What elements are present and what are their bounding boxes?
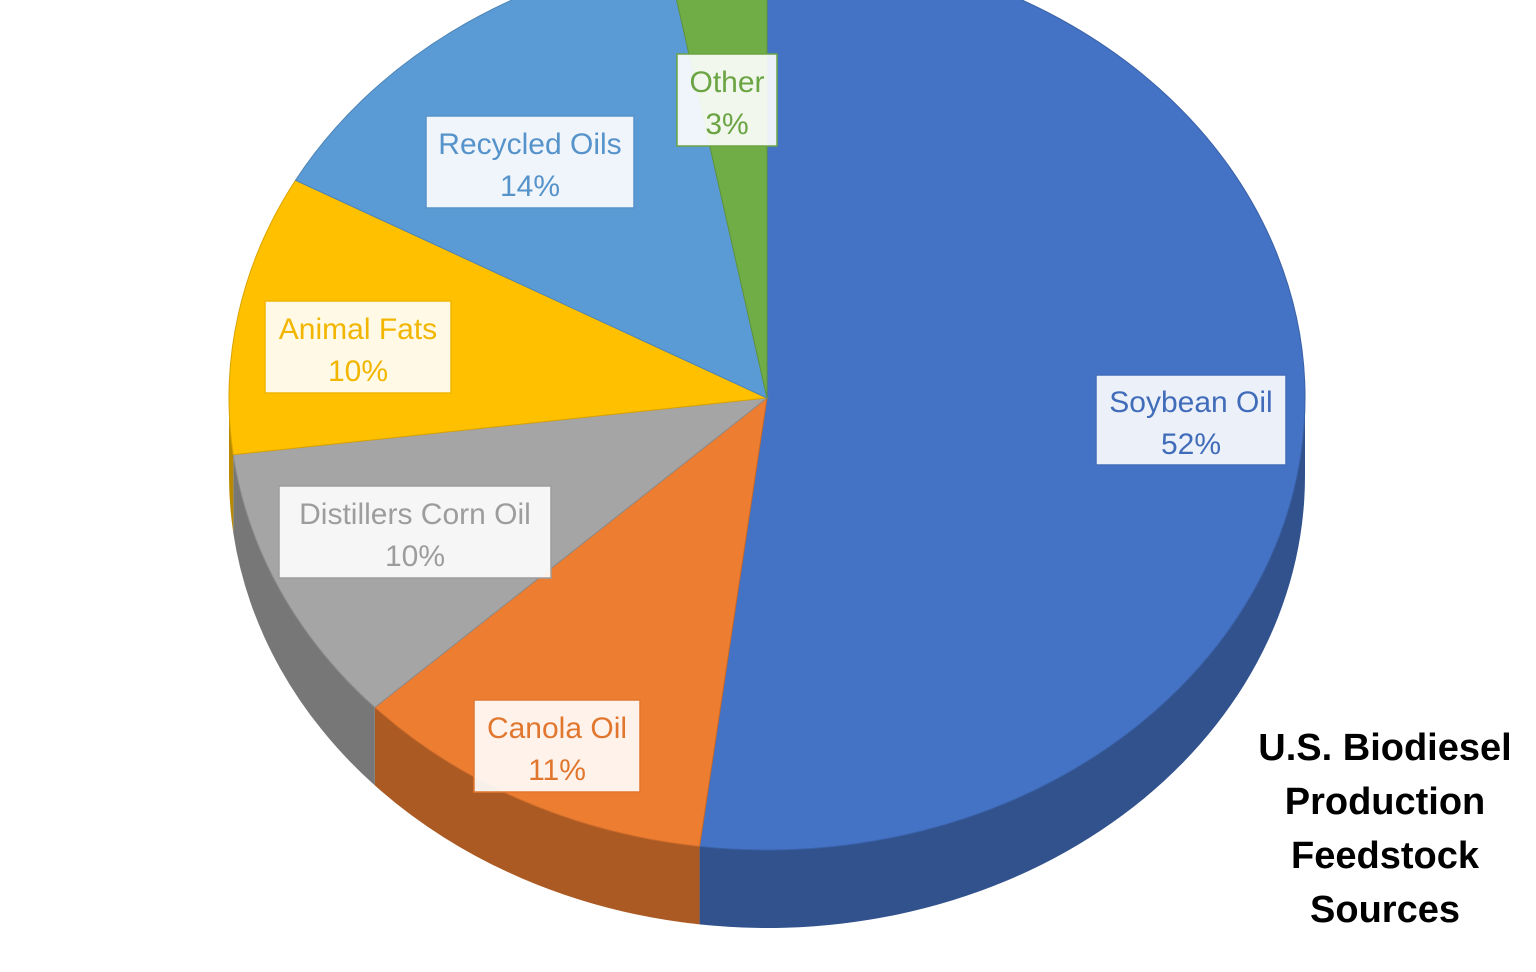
chart-title: U.S. Biodiesel Production Feedstock Sources xyxy=(1258,727,1511,931)
data-label-value: 10% xyxy=(385,540,445,573)
data-label-name: Other xyxy=(689,66,764,99)
data-label-box xyxy=(1095,374,1287,466)
data-label-box xyxy=(676,53,778,147)
chart-title-line: Feedstock xyxy=(1291,835,1480,877)
data-label-distillers-corn-oil: Distillers Corn Oil 10% xyxy=(278,485,552,579)
data-label-name: Soybean Oil xyxy=(1109,386,1272,419)
pie-labels: Soybean Oil 52% Canola Oil 11% Distillers Co… xyxy=(264,53,1287,793)
data-label-value: 10% xyxy=(328,355,388,388)
chart-title-line: Production xyxy=(1285,781,1486,823)
pie-side-soybean-oil xyxy=(699,398,1305,928)
data-label-value: 52% xyxy=(1161,428,1221,461)
data-label-box xyxy=(264,300,452,394)
pie-slice-canola-oil xyxy=(374,396,768,847)
pie-side-canola-oil xyxy=(374,707,700,925)
pie-slice-soybean-oil xyxy=(698,0,1306,851)
data-label-name: Canola Oil xyxy=(487,712,627,745)
data-label-box xyxy=(425,115,635,209)
data-label-box xyxy=(473,699,641,793)
data-label-box xyxy=(278,485,552,579)
data-label-other: Other 3% xyxy=(676,53,778,147)
pie-side-distillers-corn-oil xyxy=(233,454,375,786)
data-label-value: 3% xyxy=(705,108,748,141)
data-label-animal-fats: Animal Fats 10% xyxy=(264,300,452,394)
data-label-canola-oil: Canola Oil 11% xyxy=(473,699,641,793)
data-label-name: Recycled Oils xyxy=(438,128,621,161)
chart-title-line: Sources xyxy=(1310,889,1460,931)
data-label-name: Distillers Corn Oil xyxy=(299,498,531,531)
data-label-recycled-oils: Recycled Oils 14% xyxy=(425,115,635,209)
data-label-soybean-oil: Soybean Oil 52% xyxy=(1095,374,1287,466)
data-label-name: Animal Fats xyxy=(279,313,437,346)
data-label-value: 14% xyxy=(500,170,560,203)
data-label-value: 11% xyxy=(528,754,586,787)
chart-title-line: U.S. Biodiesel xyxy=(1258,727,1511,769)
